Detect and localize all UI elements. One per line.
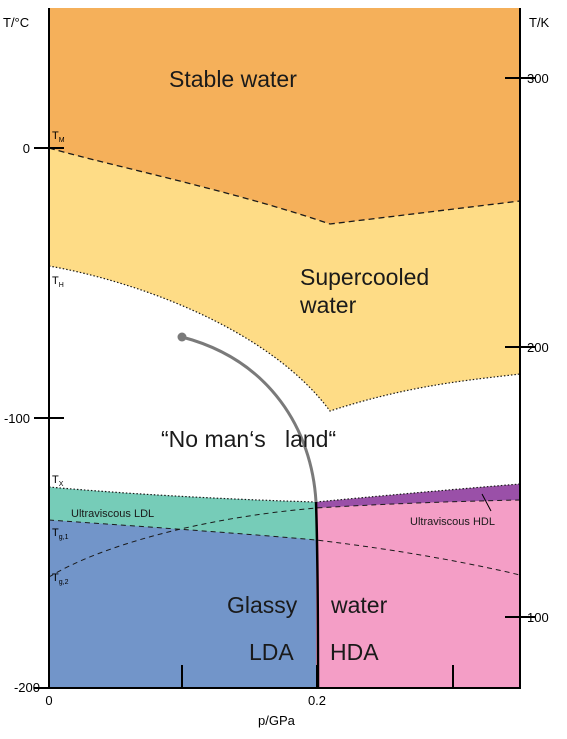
glassy-label: Glassy bbox=[227, 592, 298, 618]
hdl-label-pointer bbox=[481, 493, 492, 512]
supercooled-label-line1: Supercooled bbox=[300, 264, 429, 290]
left-axis-title: T/°C bbox=[3, 15, 29, 30]
ultraviscous-hdl-label: Ultraviscous HDL bbox=[410, 516, 495, 528]
right-tick-label-100: 100 bbox=[527, 610, 549, 625]
left-tick-label-0: 0 bbox=[23, 141, 30, 156]
lda-region bbox=[49, 520, 316, 688]
left-tick-label-100: -100 bbox=[4, 411, 30, 426]
hda-label: HDA bbox=[330, 639, 379, 665]
x-axis-title: p/GPa bbox=[258, 713, 296, 728]
glass-transition-line-2 bbox=[48, 499, 521, 578]
homogeneous-nucleation-line bbox=[48, 265, 521, 412]
right-tick-label-300: 300 bbox=[527, 71, 549, 86]
melting-line bbox=[48, 147, 521, 225]
stable-water-label: Stable water bbox=[169, 66, 297, 92]
tm-label: TM bbox=[52, 130, 65, 144]
tx-label: TX bbox=[52, 474, 64, 488]
x-tick-label-0-2: 0.2 bbox=[308, 693, 326, 708]
supercooled-label-line2: water bbox=[299, 292, 357, 318]
tg1-label: Tg,1 bbox=[52, 527, 69, 541]
no-mans-land-label: “No man‘s land“ bbox=[161, 426, 336, 452]
liquid-liquid-critical-point bbox=[177, 332, 187, 342]
liquid-liquid-line bbox=[181, 335, 318, 503]
right-axis-title: T/K bbox=[529, 15, 550, 30]
tg2-label: Tg,2 bbox=[52, 572, 69, 586]
lda-label: LDA bbox=[249, 639, 294, 665]
ultraviscous-ldl-label: Ultraviscous LDL bbox=[71, 508, 154, 520]
right-tick-label-200: 200 bbox=[527, 340, 549, 355]
water-label: water bbox=[330, 592, 388, 618]
x-tick-label-0: 0 bbox=[45, 693, 52, 708]
left-tick-label-200: -200 bbox=[14, 680, 40, 695]
glass-transition-line-1 bbox=[48, 519, 521, 576]
th-label: TH bbox=[52, 275, 64, 289]
